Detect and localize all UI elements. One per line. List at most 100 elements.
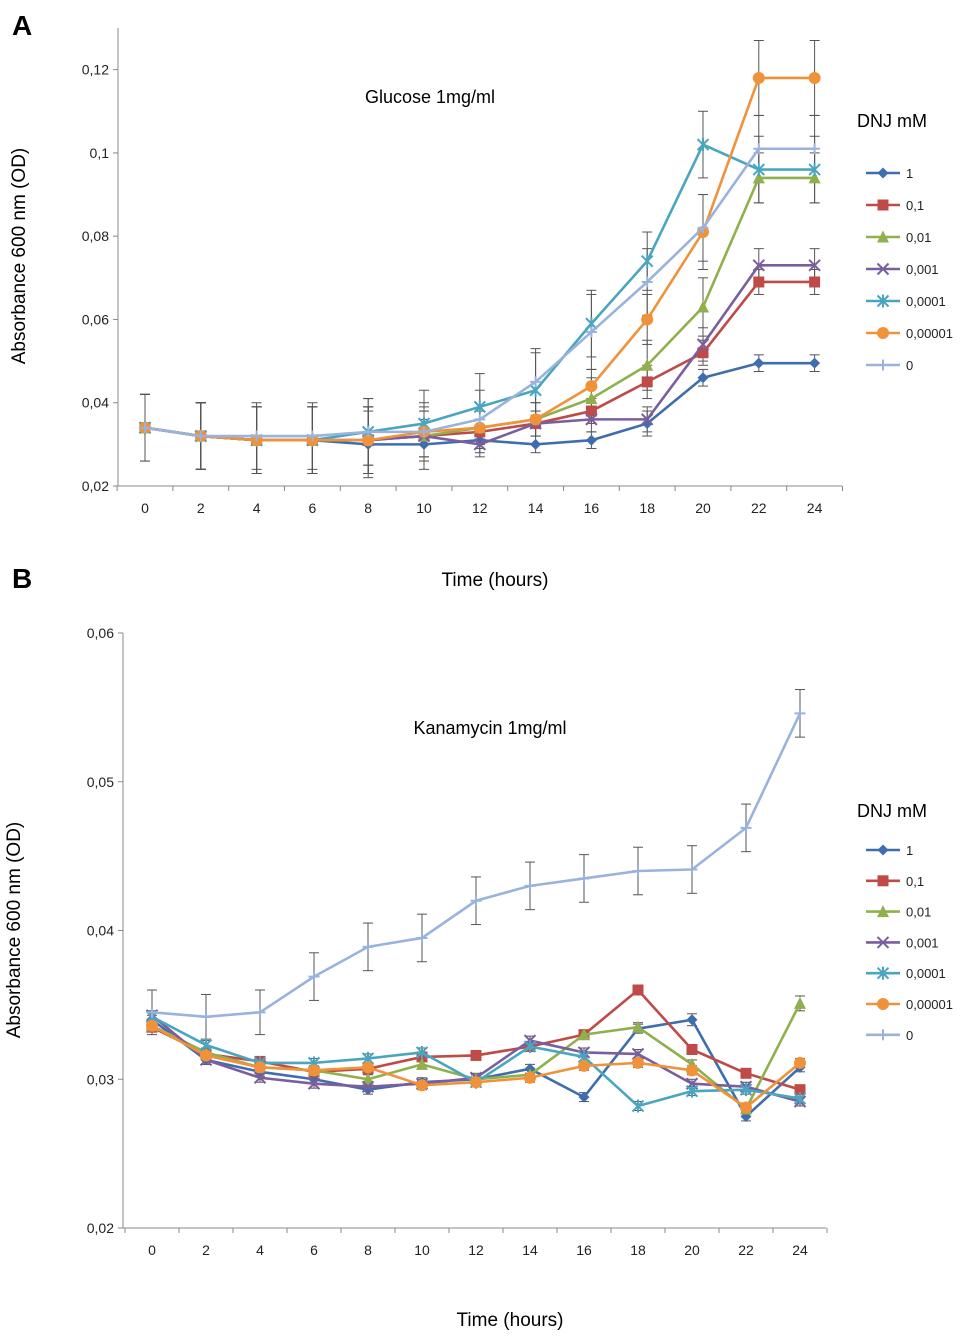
x-tick-label: 22 xyxy=(751,500,767,516)
legend-item: 0,00001 xyxy=(866,326,953,341)
y-tick-label: 0,03 xyxy=(87,1071,114,1087)
marker-star xyxy=(473,400,487,414)
marker-plus xyxy=(877,359,889,371)
y-tick-label: 0,08 xyxy=(82,228,109,244)
x-tick-label: 2 xyxy=(202,1242,210,1258)
marker-x xyxy=(307,1077,321,1090)
y-tick-label: 0,04 xyxy=(82,395,109,411)
marker-star xyxy=(199,1038,213,1052)
legend-label: 0,1 xyxy=(906,874,924,889)
x-tick-label: 20 xyxy=(695,500,711,516)
marker-triangle xyxy=(877,905,889,918)
x-tick-label: 24 xyxy=(792,1242,808,1258)
marker-star xyxy=(808,163,821,177)
marker-square xyxy=(877,875,889,887)
legend-label: 1 xyxy=(906,166,913,181)
marker-plus xyxy=(146,1006,158,1018)
marker-circle xyxy=(686,1064,698,1077)
x-tick-label: 4 xyxy=(253,500,261,516)
marker-x xyxy=(585,413,598,426)
marker-star xyxy=(523,1040,537,1054)
marker-plus xyxy=(139,422,151,434)
marker-plus xyxy=(254,1006,266,1018)
marker-plus xyxy=(740,822,752,834)
marker-square xyxy=(585,405,597,417)
y-tick-label: 0,1 xyxy=(90,145,110,161)
x-tick-label: 18 xyxy=(639,500,655,516)
legend-title: DNJ mM xyxy=(857,801,927,821)
marker-diamond xyxy=(585,434,597,446)
marker-star xyxy=(696,138,710,152)
marker-plus xyxy=(809,143,821,155)
marker-diamond xyxy=(686,1014,698,1026)
x-tick-label: 24 xyxy=(807,500,823,516)
marker-triangle xyxy=(794,996,806,1009)
marker-circle xyxy=(362,434,375,447)
legend-item: 0,1 xyxy=(866,874,924,889)
marker-plus xyxy=(362,426,374,438)
x-tick-label: 22 xyxy=(738,1242,754,1258)
marker-star xyxy=(415,1045,429,1059)
x-tick-label: 0 xyxy=(148,1242,156,1258)
marker-square xyxy=(470,1049,482,1061)
marker-triangle xyxy=(632,1020,644,1033)
marker-x xyxy=(253,1071,267,1084)
marker-star xyxy=(739,1083,753,1097)
marker-plus xyxy=(362,941,374,953)
marker-triangle xyxy=(877,230,889,243)
marker-x xyxy=(876,936,890,949)
marker-x xyxy=(876,262,890,276)
marker-star xyxy=(876,966,890,980)
series-line xyxy=(151,712,802,1019)
x-tick-label: 20 xyxy=(684,1242,700,1258)
y-tick-label: 0,04 xyxy=(87,923,114,939)
marker-plus xyxy=(200,1011,212,1023)
x-tick-label: 16 xyxy=(584,500,600,516)
marker-square xyxy=(641,376,653,388)
marker-circle xyxy=(529,413,542,426)
y-axis-title: Absorbance 600 nm (OD) xyxy=(4,822,25,1039)
marker-x xyxy=(696,338,710,351)
legend-label: 0,0001 xyxy=(906,966,946,981)
marker-circle xyxy=(416,1079,428,1092)
marker-plus xyxy=(530,376,542,388)
marker-square xyxy=(740,1067,752,1079)
marker-plus xyxy=(195,430,207,442)
marker-diamond xyxy=(753,357,765,369)
legend-item: 0 xyxy=(866,358,913,373)
marker-star xyxy=(752,163,766,177)
marker-diamond xyxy=(877,844,889,856)
x-tick-label: 4 xyxy=(256,1242,264,1258)
marker-circle xyxy=(524,1071,536,1084)
y-tick-label: 0,05 xyxy=(87,774,114,790)
marker-square xyxy=(632,984,644,996)
x-axis-title: Time (hours) xyxy=(442,570,549,591)
x-axis-title: Time (hours) xyxy=(457,1310,564,1331)
legend-item: 1 xyxy=(866,843,913,858)
marker-x xyxy=(631,1047,645,1061)
marker-circle xyxy=(641,313,654,326)
marker-circle xyxy=(794,1056,806,1069)
y-tick-label: 0,02 xyxy=(87,1220,114,1236)
legend-label: 0,00001 xyxy=(906,997,953,1012)
marker-diamond xyxy=(809,357,821,369)
legend-label: 0 xyxy=(906,1028,913,1043)
marker-star xyxy=(640,254,654,268)
marker-triangle xyxy=(416,1057,428,1070)
marker-circle xyxy=(578,1059,590,1072)
marker-x xyxy=(361,1080,375,1093)
marker-circle xyxy=(362,1061,374,1074)
marker-diamond xyxy=(697,372,709,384)
y-axis-title: Absorbance 600 nm (OD) xyxy=(9,148,30,365)
marker-x xyxy=(752,259,766,272)
legend-label: 0 xyxy=(906,358,913,373)
marker-diamond xyxy=(418,438,430,450)
marker-square xyxy=(753,276,765,288)
marker-triangle xyxy=(808,171,821,184)
marker-plus xyxy=(418,426,430,438)
marker-triangle xyxy=(585,392,598,405)
x-tick-label: 16 xyxy=(576,1242,592,1258)
x-tick-label: 6 xyxy=(309,500,317,516)
x-tick-label: 10 xyxy=(416,500,432,516)
